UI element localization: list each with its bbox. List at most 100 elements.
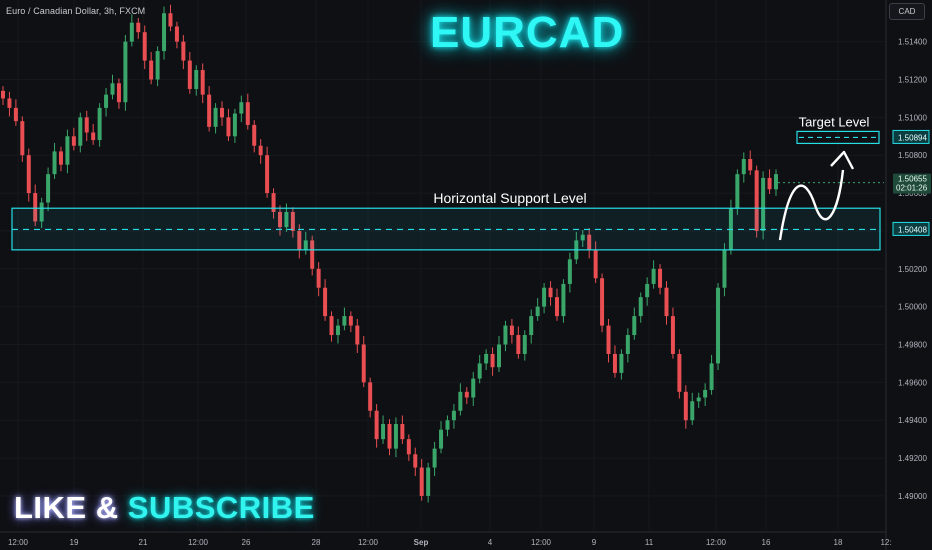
candle-body <box>310 240 315 269</box>
like-subscribe-banner: LIKE & SUBSCRIBE <box>14 490 315 526</box>
price-tick-label: 1.49400 <box>898 416 927 425</box>
candle-body <box>554 297 559 317</box>
candle-body <box>342 316 347 326</box>
candle-body <box>368 382 373 411</box>
candle-body <box>316 268 321 288</box>
candle-body <box>168 13 173 27</box>
candle-body <box>194 70 199 89</box>
candle-body <box>439 429 444 449</box>
candle-body <box>664 287 669 317</box>
candle-body <box>548 287 553 298</box>
target-label: Target Level <box>799 114 870 129</box>
candle-body <box>696 397 701 402</box>
candle-body <box>232 113 237 137</box>
candle-body <box>46 174 51 203</box>
candle-body <box>503 325 508 345</box>
candle-body <box>690 401 695 421</box>
candle-body <box>464 391 469 398</box>
candle-body <box>335 325 340 336</box>
candle-body <box>110 83 115 95</box>
candle-body <box>677 353 682 392</box>
candle-body <box>529 316 534 336</box>
candle-body <box>587 234 592 250</box>
currency-selector[interactable]: CAD <box>889 3 925 20</box>
candle-body <box>258 145 263 156</box>
candle-body <box>245 102 250 125</box>
candle-body <box>625 335 630 354</box>
candle-body <box>52 151 57 175</box>
candle-body <box>703 389 708 398</box>
candle-body <box>58 151 63 165</box>
candle-body <box>361 344 366 383</box>
candle-body <box>220 107 225 118</box>
price-tick-label: 1.49200 <box>898 454 927 463</box>
candle-body <box>761 177 766 231</box>
candle-body <box>297 230 302 250</box>
symbol-info: Euro / Canadian Dollar, 3h, FXCM <box>6 6 146 16</box>
support-label: Horizontal Support Level <box>433 190 586 206</box>
candle-body <box>600 278 605 326</box>
candle-body <box>142 32 147 61</box>
candle-body <box>400 424 405 440</box>
time-tick-label: 9 <box>592 538 597 547</box>
candle-body <box>413 454 418 468</box>
time-tick-label: 12:00 <box>531 538 552 547</box>
price-tick-label: 1.51000 <box>898 113 927 122</box>
candle-body <box>406 439 411 455</box>
countdown-label: 02:01:26 <box>896 184 928 193</box>
candle-body <box>580 234 585 241</box>
candle-body <box>84 117 89 133</box>
candle-body <box>471 378 476 398</box>
candle-body <box>226 117 231 137</box>
candle-body <box>174 26 179 42</box>
candle-body <box>767 177 772 190</box>
candle-body <box>290 212 295 231</box>
price-tick-label: 1.49600 <box>898 378 927 387</box>
candle-body <box>419 467 424 496</box>
target-price-label: 1.50894 <box>898 133 927 142</box>
candle-body <box>754 170 759 231</box>
candle-body <box>567 259 572 284</box>
candle-body <box>213 107 218 127</box>
candle-body <box>748 159 753 171</box>
time-tick-label: 4 <box>488 538 493 547</box>
time-tick-label: Sep <box>414 538 429 547</box>
candle-body <box>612 353 617 373</box>
candle-body <box>490 353 495 368</box>
candle-body <box>271 193 276 212</box>
candle-body <box>239 102 244 114</box>
candle-body <box>33 193 38 222</box>
candle-body <box>593 249 598 279</box>
candle-body <box>716 287 721 364</box>
candle-body <box>387 424 392 449</box>
candle-body <box>26 155 31 194</box>
candle-body <box>348 316 353 326</box>
candle-body <box>522 335 527 354</box>
candle-body <box>155 51 160 80</box>
current-price-badge <box>893 173 931 194</box>
candle-body <box>722 249 727 288</box>
target-price-badge <box>892 129 930 144</box>
candle-body <box>116 83 121 103</box>
price-tick-label: 1.50200 <box>898 265 927 274</box>
candle-body <box>78 117 83 146</box>
time-tick-label: 18 <box>834 538 843 547</box>
candle-body <box>162 13 167 52</box>
candle-body <box>303 240 308 250</box>
candle-body <box>355 325 360 345</box>
candle-body <box>265 155 270 194</box>
candle-body <box>632 316 637 336</box>
projection-arrow-head <box>830 150 855 170</box>
candle-body <box>709 363 714 390</box>
time-tick-label: 21 <box>139 538 148 547</box>
candle-body <box>484 353 489 364</box>
price-tick-label: 1.51200 <box>898 76 927 85</box>
candle-body <box>123 41 128 103</box>
candle-body <box>509 325 514 336</box>
subscribe-text: SUBSCRIBE <box>127 490 315 525</box>
